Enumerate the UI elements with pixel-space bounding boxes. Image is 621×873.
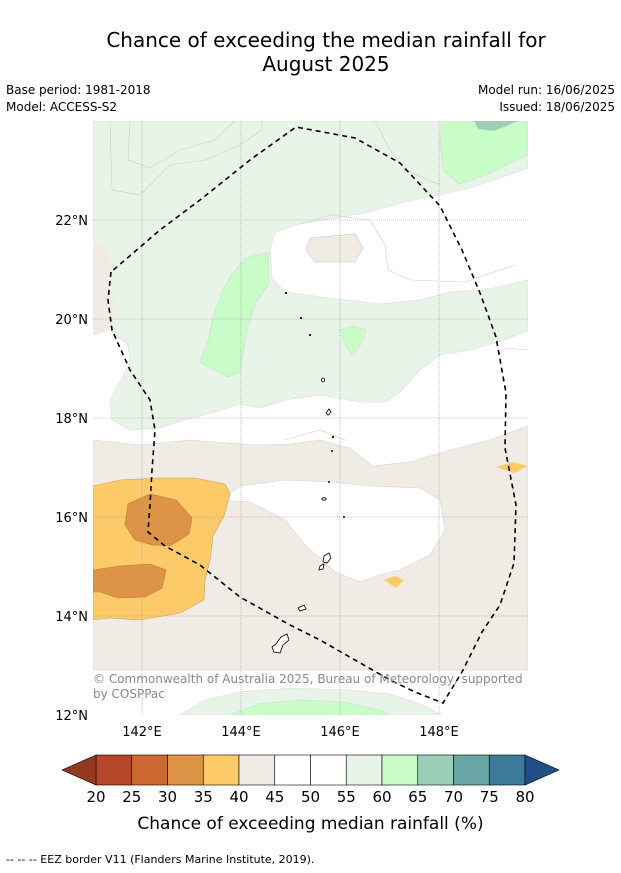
eez-footnote: -- -- -- EEZ border V11 (Flanders Marine… xyxy=(6,853,315,866)
meta-left: Base period: 1981-2018 Model: ACCESS-S2 xyxy=(6,82,151,116)
region-40-45-islet xyxy=(305,233,364,263)
island xyxy=(320,377,325,383)
colorbar-title: Chance of exceeding median rainfall (%) xyxy=(137,814,484,834)
island xyxy=(299,316,303,320)
island-rota xyxy=(297,604,307,612)
island xyxy=(325,408,332,416)
contour-ne xyxy=(374,121,441,186)
colorbar-swatch xyxy=(274,754,311,786)
colorbar-swatch xyxy=(95,754,133,786)
colorbar-tick-label: 25 xyxy=(122,788,141,806)
lat-label: 12°N xyxy=(55,709,88,724)
colorbar-tick-label: 75 xyxy=(480,788,499,806)
colorbar-tick-label: 35 xyxy=(194,788,213,806)
issued-date: Issued: 18/06/2025 xyxy=(499,100,615,114)
title-line-2: August 2025 xyxy=(262,52,390,76)
island xyxy=(327,480,330,483)
island-saipan xyxy=(322,552,332,564)
base-period: Base period: 1981-2018 xyxy=(6,83,151,97)
island xyxy=(331,435,335,439)
model-run: Model run: 16/06/2025 xyxy=(477,83,615,97)
colorbar-swatch xyxy=(345,754,383,786)
longitude-labels: 142°E 144°E 146°E 148°E xyxy=(122,725,459,740)
island xyxy=(342,516,345,519)
copyright-credit: © Commonwealth of Australia 2025, Bureau… xyxy=(93,672,523,701)
colorbar-swatch xyxy=(381,754,419,786)
region-65-70-small xyxy=(339,325,367,357)
island xyxy=(321,497,327,501)
contour-nw xyxy=(109,121,263,196)
colorbar-swatch xyxy=(488,754,526,786)
probability-regions xyxy=(93,121,528,715)
island xyxy=(330,449,333,452)
lon-label: 142°E xyxy=(122,725,162,740)
colorbar-swatch xyxy=(310,754,347,786)
island xyxy=(308,333,312,337)
gridlines xyxy=(93,121,528,715)
model-name: Model: ACCESS-S2 xyxy=(6,100,118,114)
lat-label: 14°N xyxy=(55,610,88,625)
lon-label: 148°E xyxy=(419,725,459,740)
region-45-55-notch xyxy=(219,479,446,583)
lon-label: 146°E xyxy=(320,725,360,740)
colorbar-swatch xyxy=(417,754,454,786)
region-60-65-band xyxy=(93,121,528,431)
colorbar xyxy=(61,754,560,786)
region-65-70-central xyxy=(199,251,270,378)
lat-label: 20°N xyxy=(55,313,88,328)
contour-mid-east xyxy=(299,214,516,283)
colorbar-swatch xyxy=(238,754,276,786)
colorbar-tick-label: 55 xyxy=(337,788,356,806)
contour-east xyxy=(504,347,528,351)
region-65-70-north xyxy=(439,121,528,185)
island-guam xyxy=(271,633,290,654)
colorbar-tick-label: 60 xyxy=(372,788,391,806)
lat-label: 18°N xyxy=(55,412,88,427)
colorbar-tick-label: 20 xyxy=(86,788,105,806)
island xyxy=(284,291,288,295)
colorbar-over-arrow xyxy=(524,754,560,786)
title-line-1: Chance of exceeding the median rainfall … xyxy=(106,28,546,52)
colorbar-tick-labels: 20 25 30 35 40 45 50 55 60 65 70 75 80 xyxy=(86,788,534,806)
contour-nw-inner xyxy=(127,121,236,169)
colorbar-tick-label: 40 xyxy=(229,788,248,806)
colorbar-swatch xyxy=(453,754,490,786)
region-30-35-south xyxy=(93,563,167,599)
colorbar-tick-label: 70 xyxy=(444,788,463,806)
colorbar-tick-label: 65 xyxy=(408,788,427,806)
colorbar-swatch xyxy=(131,754,168,786)
meta-right: Model run: 16/06/2025 Issued: 18/06/2025 xyxy=(478,82,615,116)
contour-lines xyxy=(109,121,528,441)
colorbar-tick-label: 80 xyxy=(515,788,534,806)
lat-label: 16°N xyxy=(55,511,88,526)
region-40-45-west-strip xyxy=(93,242,120,335)
eez-border xyxy=(107,126,517,704)
map-title: Chance of exceeding the median rainfall … xyxy=(0,28,621,76)
region-35-40-east-patch xyxy=(496,462,528,473)
region-70-75-corner xyxy=(474,121,518,131)
colorbar-under-arrow xyxy=(61,754,97,786)
region-35-40-small-patch xyxy=(384,576,404,588)
lat-label: 22°N xyxy=(55,214,88,229)
colorbar-swatch xyxy=(202,754,240,786)
colorbar-tick-label: 30 xyxy=(158,788,177,806)
colorbar-tick-label: 45 xyxy=(265,788,284,806)
latitude-labels: 22°N 20°N 18°N 16°N 14°N 12°N xyxy=(55,214,88,724)
colorbar-swatch xyxy=(167,754,204,786)
island-tinian xyxy=(318,563,325,571)
colorbar-tick-label: 50 xyxy=(301,788,320,806)
contour-south-mid xyxy=(284,429,346,441)
islands xyxy=(271,291,345,654)
region-65-70-south xyxy=(229,699,391,715)
lon-label: 144°E xyxy=(221,725,261,740)
